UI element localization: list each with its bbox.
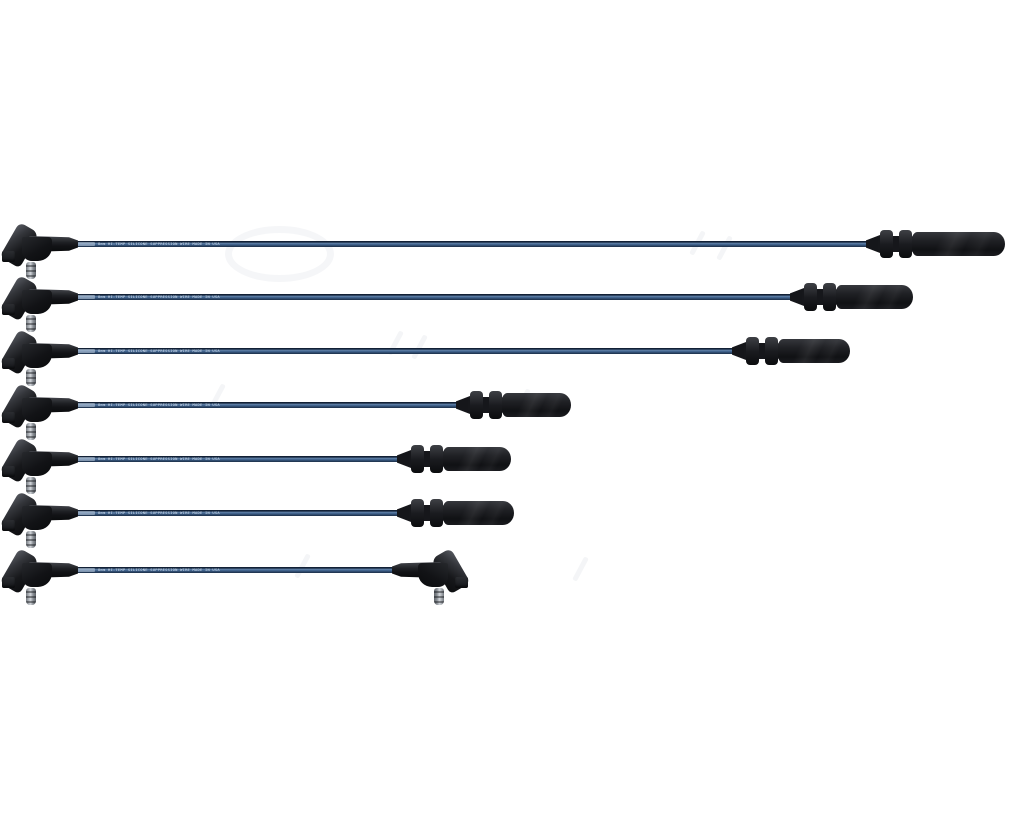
cable: 8mm HI-TEMP SILICONE SUPPRESSION WIRE MA… bbox=[72, 456, 405, 462]
cable-print-text: 8mm HI-TEMP SILICONE SUPPRESSION WIRE MA… bbox=[98, 456, 220, 462]
watermark-mark bbox=[411, 334, 428, 360]
cable-print-text: 8mm HI-TEMP SILICONE SUPPRESSION WIRE MA… bbox=[98, 510, 220, 516]
cable-print-text: 8mm HI-TEMP SILICONE SUPPRESSION WIRE MA… bbox=[98, 402, 220, 408]
boot-lock-tab bbox=[2, 520, 15, 531]
brand-patch bbox=[75, 457, 95, 461]
boot-rib bbox=[804, 283, 817, 311]
cable: 8mm HI-TEMP SILICONE SUPPRESSION WIRE MA… bbox=[72, 348, 740, 354]
plug-boot-ribs bbox=[802, 283, 838, 311]
boot-rib bbox=[746, 337, 759, 365]
distributor-boot-left bbox=[0, 437, 78, 509]
watermark-mark bbox=[716, 235, 733, 261]
cable: 8mm HI-TEMP SILICONE SUPPRESSION WIRE MA… bbox=[72, 510, 405, 516]
terminal-stud bbox=[26, 369, 36, 386]
cable-print-text: 8mm HI-TEMP SILICONE SUPPRESSION WIRE MA… bbox=[98, 294, 220, 300]
boot-elbow bbox=[22, 563, 52, 587]
boot-rib bbox=[430, 445, 443, 473]
plug-boot-taper bbox=[866, 235, 880, 253]
plug-boot-barrel bbox=[912, 232, 1005, 256]
boot-elbow bbox=[22, 290, 52, 314]
cable: 8mm HI-TEMP SILICONE SUPPRESSION WIRE MA… bbox=[72, 402, 464, 408]
plug-boot-taper bbox=[732, 342, 746, 360]
plug-boot-barrel bbox=[502, 393, 571, 417]
watermark-mark bbox=[225, 226, 334, 282]
cable-print-text: 8mm HI-TEMP SILICONE SUPPRESSION WIRE MA… bbox=[98, 348, 220, 354]
brand-patch bbox=[75, 511, 95, 515]
plug-boot-ribs bbox=[468, 391, 504, 419]
boot-lock-tab bbox=[2, 577, 15, 588]
boot-lock-tab bbox=[2, 466, 15, 477]
distributor-boot-left bbox=[0, 222, 78, 294]
plug-boot-barrel bbox=[778, 339, 850, 363]
plug-boot-ribs bbox=[878, 230, 914, 258]
boot-rib bbox=[470, 391, 483, 419]
plug-boot-barrel bbox=[836, 285, 913, 309]
boot-rib bbox=[765, 337, 778, 365]
plug-boot-taper bbox=[456, 396, 470, 414]
terminal-stud bbox=[26, 477, 36, 494]
brand-patch bbox=[75, 349, 95, 353]
boot-rib bbox=[430, 499, 443, 527]
terminal-stud bbox=[26, 423, 36, 440]
boot-elbow bbox=[22, 237, 52, 261]
distributor-boot-left bbox=[0, 329, 78, 401]
boot-elbow bbox=[22, 506, 52, 530]
plug-boot-taper bbox=[397, 450, 411, 468]
distributor-boot-left bbox=[0, 548, 78, 620]
distributor-boot-left bbox=[0, 383, 78, 455]
boot-rib bbox=[823, 283, 836, 311]
boot-lock-tab bbox=[2, 251, 15, 262]
watermark-mark bbox=[294, 553, 311, 579]
boot-rib bbox=[880, 230, 893, 258]
boot-lock-tab bbox=[2, 412, 15, 423]
boot-rib bbox=[411, 445, 424, 473]
terminal-stud bbox=[26, 531, 36, 548]
boot-rib bbox=[899, 230, 912, 258]
distributor-boot-left bbox=[0, 275, 78, 347]
boot-lock-tab bbox=[2, 358, 15, 369]
boot-lock-tab bbox=[455, 577, 468, 588]
boot-elbow bbox=[22, 344, 52, 368]
brand-patch bbox=[75, 295, 95, 299]
plug-boot-taper bbox=[397, 504, 411, 522]
distributor-boot-right bbox=[392, 548, 471, 620]
plug-boot-ribs bbox=[409, 445, 445, 473]
distributor-boot-left bbox=[0, 491, 78, 563]
plug-boot-ribs bbox=[409, 499, 445, 527]
plug-boot-ribs bbox=[744, 337, 780, 365]
cable: 8mm HI-TEMP SILICONE SUPPRESSION WIRE MA… bbox=[72, 567, 406, 573]
terminal-stud bbox=[434, 588, 444, 605]
cable: 8mm HI-TEMP SILICONE SUPPRESSION WIRE MA… bbox=[72, 294, 798, 300]
plug-boot-taper bbox=[790, 288, 804, 306]
boot-elbow bbox=[418, 563, 448, 587]
brand-patch bbox=[75, 242, 95, 246]
terminal-stud bbox=[26, 588, 36, 605]
watermark-mark bbox=[572, 556, 589, 582]
boot-rib bbox=[489, 391, 502, 419]
boot-elbow bbox=[22, 452, 52, 476]
terminal-stud bbox=[26, 262, 36, 279]
terminal-stud bbox=[26, 315, 36, 332]
boot-lock-tab bbox=[2, 304, 15, 315]
plug-boot-barrel bbox=[443, 447, 511, 471]
cable-print-text: 8mm HI-TEMP SILICONE SUPPRESSION WIRE MA… bbox=[98, 241, 220, 247]
boot-rib bbox=[411, 499, 424, 527]
brand-patch bbox=[75, 403, 95, 407]
brand-patch bbox=[75, 568, 95, 572]
boot-elbow bbox=[22, 398, 52, 422]
cable-print-text: 8mm HI-TEMP SILICONE SUPPRESSION WIRE MA… bbox=[98, 567, 220, 573]
plug-boot-barrel bbox=[443, 501, 514, 525]
cable: 8mm HI-TEMP SILICONE SUPPRESSION WIRE MA… bbox=[72, 241, 874, 247]
